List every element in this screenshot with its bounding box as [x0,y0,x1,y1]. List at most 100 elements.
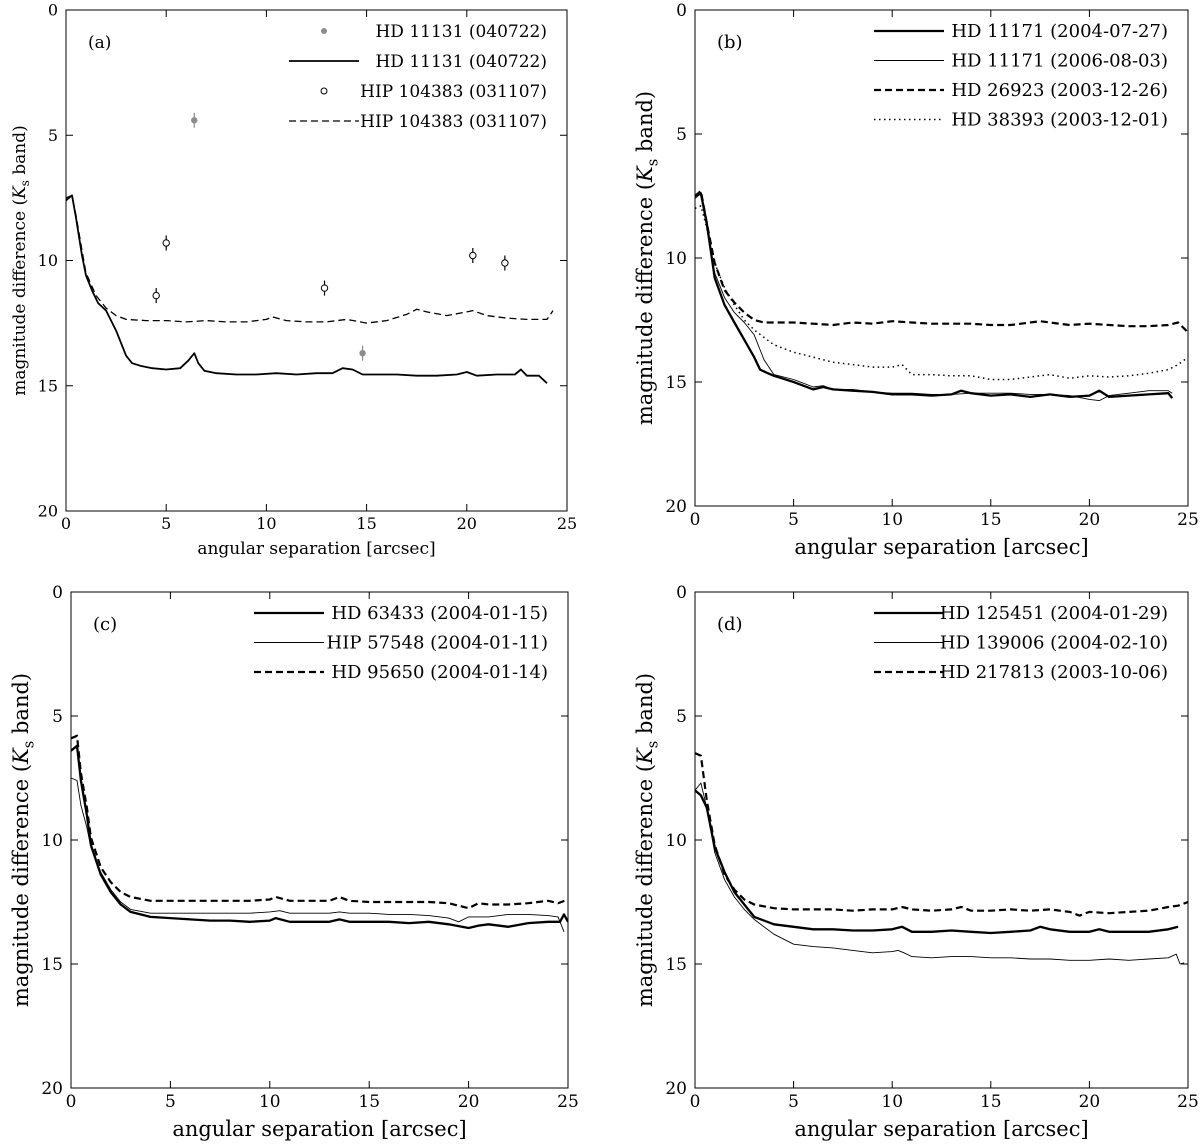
panel-label: (a) [88,33,111,53]
x-tick-label: 0 [690,1092,701,1112]
legend-label: HD 63433 (2004-01-15) [331,603,548,624]
legend-label: HD 11171 (2006-08-03) [951,51,1168,72]
legend-label: HD 26923 (2003-12-26) [951,80,1168,101]
y-tick-label: 20 [38,502,58,521]
x-axis-label: angular separation [arcsec] [197,539,435,559]
legend: HD 63433 (2004-01-15) HIP 57548 (2004-01-… [254,603,548,683]
series-line [66,194,548,384]
x-tick-label: 5 [788,510,799,530]
y-tick-label: 0 [52,583,63,603]
y-tick-label: 5 [676,125,687,145]
x-tick-label: 5 [788,1092,799,1112]
y-tick-label: 20 [665,1079,687,1099]
legend-label: HD 11171 (2004-07-27) [951,21,1168,42]
y-axis-label: magnitude difference (Ks band) [9,673,37,1007]
x-axis-label: angular separation [arcsec] [794,1117,1088,1141]
series-line [695,789,1179,935]
legend-label: HIP 104383 (031107) [360,112,547,132]
y-tick-label: 10 [665,831,687,851]
legend-label: HD 11131 (040722) [375,22,547,42]
legend-label: HD 95650 (2004-01-14) [331,662,548,683]
y-tick-label: 0 [676,1,687,21]
legend-label: HD 38393 (2003-12-01) [951,110,1168,131]
legend-marker [320,87,328,95]
legend: HD 11131 (040722) HD 11131 (040722) HIP 10… [289,22,547,132]
series-line [695,192,1174,399]
y-tick-label: 5 [48,126,58,145]
series-line [71,744,568,930]
chart-panel: 0 5 10 15 20 25 0 5 10 15 20 angular separation [ar… [633,1,1199,559]
series-line [695,189,1188,334]
x-tick-label: 25 [1177,1092,1199,1112]
x-tick-label: 10 [259,1092,281,1112]
x-tick-label: 15 [980,1092,1002,1112]
data-point [191,117,198,124]
x-axis-label: angular separation [arcsec] [794,535,1088,559]
y-tick-label: 20 [665,497,687,517]
panel-label: (d) [717,614,743,635]
y-tick-label: 15 [665,955,687,975]
series-line [71,734,568,910]
x-tick-label: 20 [1079,510,1101,530]
y-tick-label: 0 [676,583,687,603]
series-layer [695,189,1188,402]
series-layer [66,112,554,384]
x-tick-label: 20 [457,514,477,533]
x-tick-label: 15 [980,510,1002,530]
x-tick-label: 10 [881,1092,903,1112]
data-point [320,284,329,292]
legend-marker [321,28,327,34]
x-tick-label: 5 [161,514,171,533]
series-line [695,205,1188,381]
legend-label: HIP 57548 (2004-01-11) [327,633,548,654]
y-axis-label: magnitude difference (Ks band) [10,125,32,396]
y-tick-label: 15 [41,955,63,975]
series-line [695,193,1173,402]
data-point [162,239,170,247]
y-tick-label: 10 [38,251,58,270]
x-tick-label: 20 [458,1092,480,1112]
series-line [695,782,1185,965]
y-tick-label: 5 [52,707,63,727]
x-tick-label: 15 [358,1092,380,1112]
x-tick-label: 25 [557,1092,579,1112]
x-tick-label: 15 [356,514,376,533]
series-line [695,752,1188,917]
legend-label: HD 217813 (2003-10-06) [940,662,1168,683]
x-tick-label: 0 [690,510,701,530]
y-tick-label: 10 [41,831,63,851]
x-tick-label: 20 [1079,1092,1101,1112]
legend-label: HD 11131 (040722) [375,52,547,72]
x-tick-label: 10 [881,510,903,530]
series-line [66,194,554,324]
x-tick-label: 0 [61,514,71,533]
y-axis-label: magnitude difference (Ks band) [633,673,661,1007]
y-tick-label: 20 [41,1079,63,1099]
y-tick-label: 15 [38,376,58,395]
legend: HD 11171 (2004-07-27) HD 11171 (2006-08-0… [874,21,1168,131]
y-tick-label: 10 [665,249,687,269]
data-point [359,349,366,357]
chart-panel: 0 5 10 15 20 25 0 5 10 15 20 angular separation [ar… [633,583,1199,1141]
x-tick-label: 25 [557,514,577,533]
chart-panel: 0 5 10 15 20 25 0 5 10 15 20 angular separation [ar… [9,583,579,1141]
panel-label: (b) [717,32,743,53]
x-tick-label: 5 [165,1092,176,1112]
legend-label: HD 139006 (2004-02-10) [940,633,1168,654]
data-point [469,251,477,260]
panel-label: (c) [93,614,117,635]
chart-panel: 0 5 10 15 20 25 0 5 10 15 20 angular separation [ar… [10,1,577,559]
y-tick-label: 15 [665,373,687,393]
series-line [71,777,565,932]
legend: HD 125451 (2004-01-29) HD 139006 (2004-02… [874,603,1168,683]
x-tick-label: 0 [66,1092,77,1112]
series-layer [695,752,1188,965]
y-tick-label: 0 [48,1,58,20]
data-point [501,259,509,267]
series-layer [71,734,568,932]
legend-label: HIP 104383 (031107) [360,82,547,102]
legend-label: HD 125451 (2004-01-29) [940,603,1168,624]
y-axis-label: magnitude difference (Ks band) [633,91,661,425]
x-tick-label: 25 [1177,510,1199,530]
